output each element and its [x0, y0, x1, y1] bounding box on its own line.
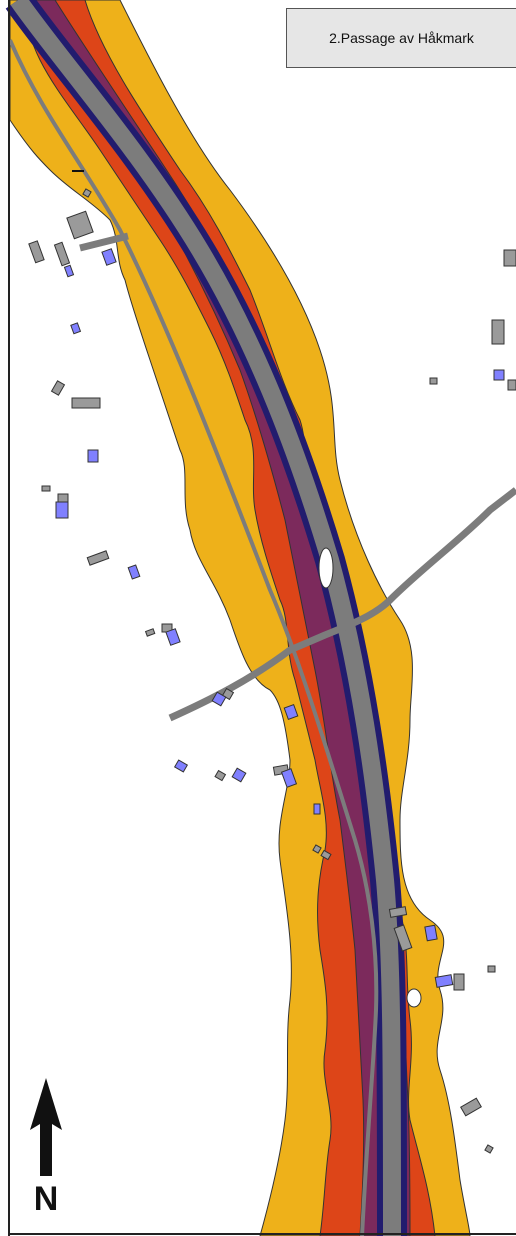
buildings-blue: [55, 248, 505, 988]
building: [87, 449, 99, 463]
map-frame-left: [8, 0, 10, 1236]
building: [211, 691, 227, 707]
building: [28, 240, 45, 264]
north-arrow-icon: N: [30, 1078, 62, 1218]
building: [434, 974, 454, 988]
building: [55, 501, 69, 519]
building: [313, 803, 321, 815]
zone-hole: [318, 547, 334, 589]
building: [57, 493, 69, 503]
building: [491, 319, 505, 345]
building: [453, 973, 465, 991]
building: [101, 248, 117, 266]
building: [393, 924, 413, 952]
building: [312, 844, 322, 854]
side-road-north: [79, 232, 129, 252]
building: [507, 379, 516, 391]
building: [86, 550, 110, 566]
building: [460, 1097, 482, 1117]
building: [53, 241, 71, 267]
building: [503, 249, 516, 267]
north-label: N: [34, 1180, 59, 1218]
building: [487, 965, 496, 973]
building: [231, 767, 247, 783]
building: [127, 564, 141, 580]
map-marker-dash: [72, 170, 84, 172]
building: [320, 849, 332, 861]
building: [493, 369, 505, 381]
zone-hole-south: [406, 988, 422, 1008]
building: [173, 759, 189, 773]
buildings-grey: [28, 210, 516, 1154]
building: [424, 924, 438, 942]
building: [214, 769, 227, 782]
building: [429, 377, 438, 385]
building: [283, 704, 299, 720]
building: [70, 322, 82, 335]
building: [280, 768, 298, 788]
building: [41, 485, 51, 492]
building: [484, 1144, 494, 1154]
building: [50, 380, 66, 396]
secondary-road: [8, 39, 379, 1236]
map-title: 2.Passage av Håkmark: [329, 30, 474, 46]
map-title-box: 2.Passage av Håkmark: [286, 8, 516, 68]
building: [165, 628, 181, 646]
map-marker-dot: [82, 188, 92, 198]
building: [71, 397, 101, 409]
building: [144, 628, 156, 637]
building: [66, 210, 94, 240]
building: [63, 264, 75, 278]
building: [388, 906, 408, 918]
map-frame-bottom: [8, 1233, 516, 1235]
